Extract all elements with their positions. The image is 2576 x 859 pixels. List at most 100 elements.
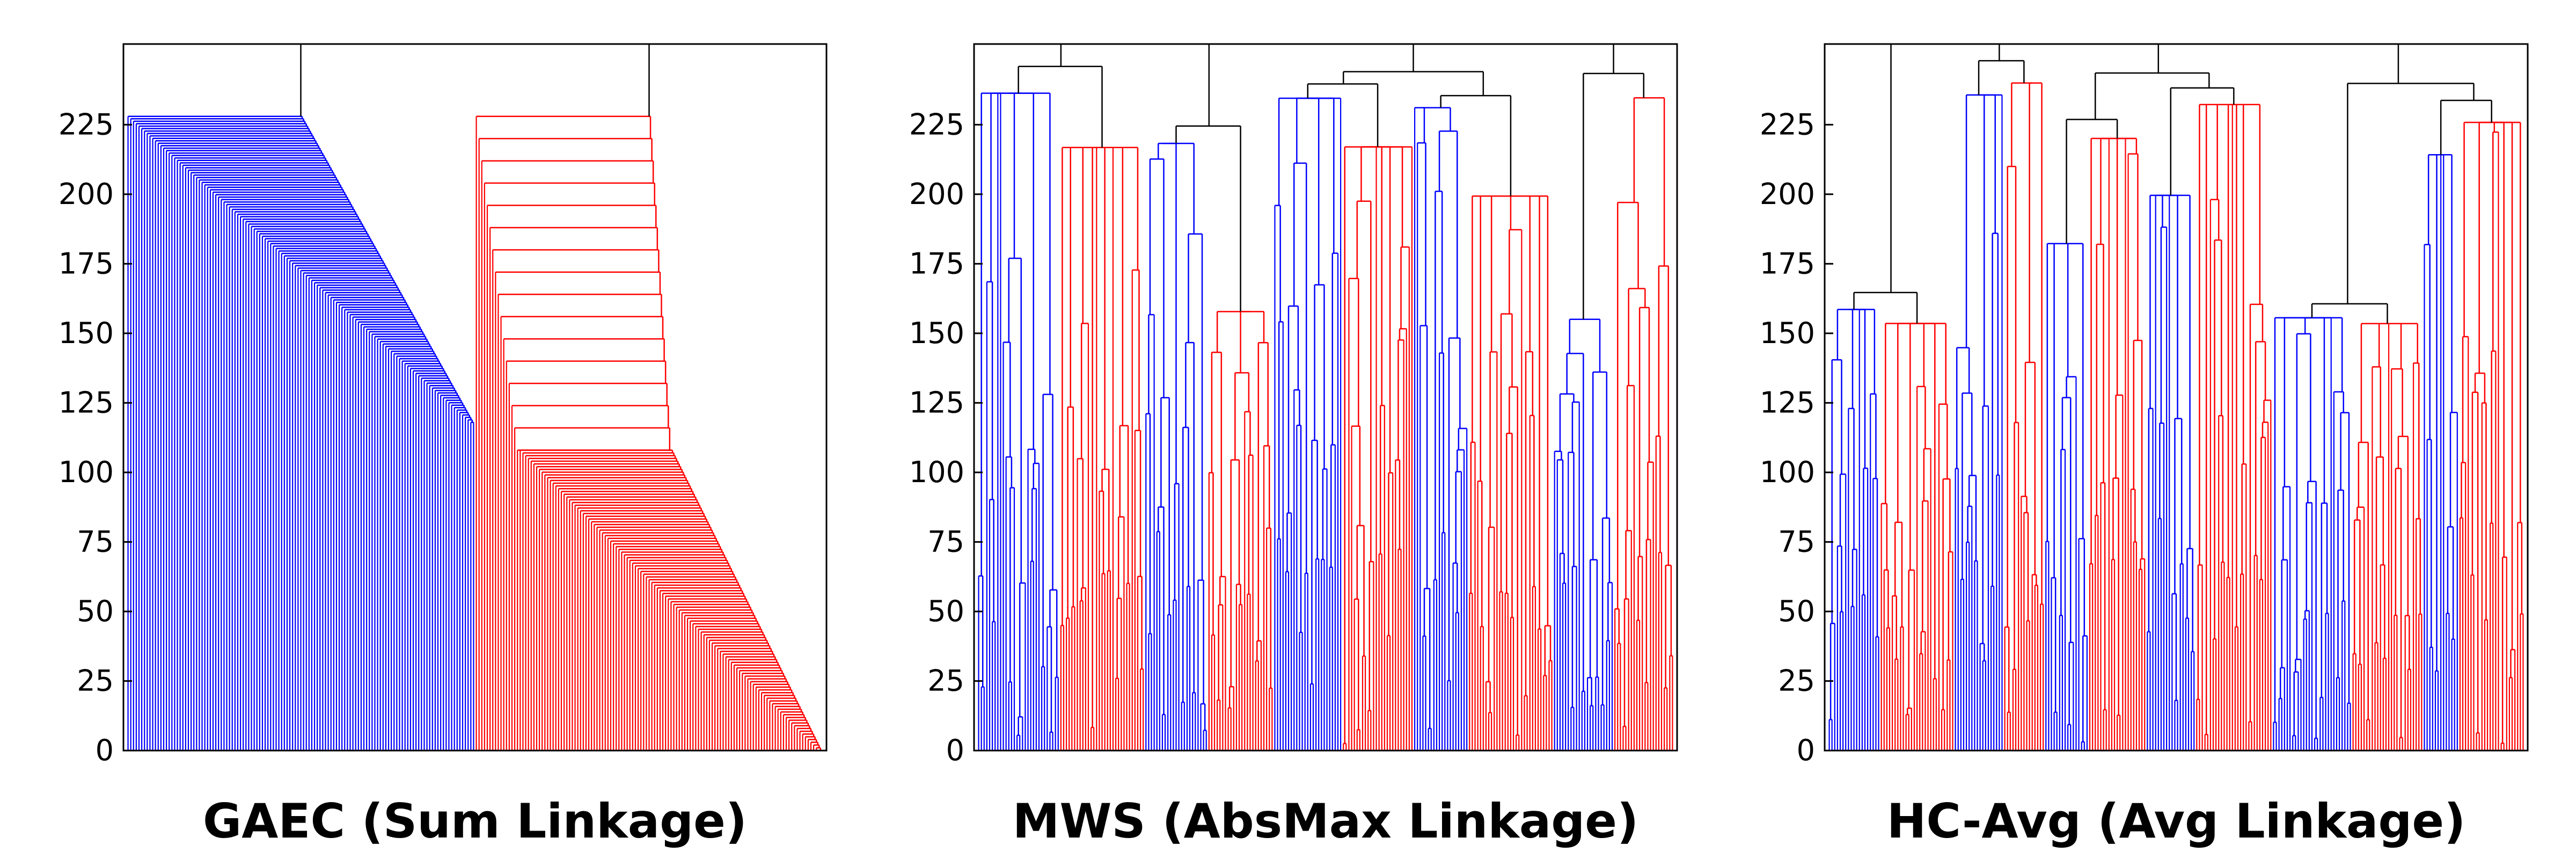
merge-link xyxy=(1278,321,1283,539)
merge-link xyxy=(429,384,454,388)
merge-link xyxy=(287,257,383,261)
merge-link xyxy=(2282,486,2290,560)
merge-link xyxy=(1967,505,1972,542)
merge-link xyxy=(314,282,397,286)
merge-link xyxy=(1379,405,1385,554)
merge-link xyxy=(572,501,699,506)
merge-link xyxy=(1984,94,1996,406)
merge-link xyxy=(364,326,421,330)
merge-link xyxy=(1626,384,1634,531)
merge-link xyxy=(564,493,696,497)
merge-link xyxy=(1529,414,1535,587)
merge-link xyxy=(427,382,452,386)
merge-link xyxy=(778,708,802,712)
merge-link xyxy=(353,316,415,320)
merge-link xyxy=(610,540,719,544)
merge-link xyxy=(1293,162,1307,573)
merge-link xyxy=(2024,512,2029,621)
merge-link xyxy=(545,474,686,478)
merge-link xyxy=(279,250,378,254)
merge-link xyxy=(1529,195,1540,629)
merge-link xyxy=(1894,521,1903,627)
merge-link xyxy=(468,419,473,423)
merge-link xyxy=(605,535,716,538)
merge-link xyxy=(2125,137,2138,154)
merge-link xyxy=(1645,538,1651,683)
merge-link xyxy=(1557,459,1564,554)
merge-link xyxy=(558,488,692,492)
merge-link xyxy=(1592,371,1608,560)
y-tick-label: 175 xyxy=(909,246,964,280)
merge-link xyxy=(1228,686,1234,708)
merge-link xyxy=(1908,323,1946,404)
merge-link xyxy=(649,579,738,583)
merge-link xyxy=(630,559,728,563)
merge-link xyxy=(2100,137,2109,245)
plot-area xyxy=(127,44,822,751)
merge-link xyxy=(2405,615,2410,669)
merge-link xyxy=(986,281,993,500)
merge-link xyxy=(1616,201,1639,609)
merge-link xyxy=(177,159,328,163)
merge-link xyxy=(1623,598,1629,726)
merge-link xyxy=(1962,392,1973,580)
merge-link xyxy=(772,703,800,707)
merge-link xyxy=(246,221,362,224)
merge-link xyxy=(2498,121,2513,650)
merge-link xyxy=(1006,456,1013,488)
merge-link xyxy=(147,133,313,136)
merge-link xyxy=(792,722,809,726)
merge-link xyxy=(172,155,325,158)
merge-link xyxy=(128,115,303,119)
merge-link xyxy=(764,695,795,698)
merge-link xyxy=(166,150,323,154)
merge-link xyxy=(216,194,347,198)
merge-link xyxy=(2333,391,2344,413)
merge-link xyxy=(1033,462,1039,489)
y-tick-label: 175 xyxy=(1760,246,1815,280)
merge-link xyxy=(336,301,407,305)
merge-link xyxy=(301,270,390,273)
y-tick-label: 75 xyxy=(927,525,964,558)
merge-link xyxy=(1395,459,1401,550)
merge-link xyxy=(1638,307,1650,557)
merge-link xyxy=(1457,449,1465,472)
merge-link xyxy=(715,645,771,649)
merge-link xyxy=(1423,107,1451,132)
merge-link xyxy=(394,353,436,356)
merge-link xyxy=(495,271,661,295)
merge-link xyxy=(1267,527,1272,688)
merge-link xyxy=(638,567,733,572)
merge-link xyxy=(1587,676,1592,706)
panel-mws: 0 25 50 75 100 125 150 175 200 225 MWS (AbsMax Lin… xyxy=(909,43,1678,849)
merge-link xyxy=(2051,577,2057,712)
merge-link xyxy=(728,659,778,663)
merge-link xyxy=(2281,559,2287,668)
merge-link xyxy=(718,647,772,652)
merge-link xyxy=(290,260,384,264)
merge-link xyxy=(2101,482,2106,710)
merge-link xyxy=(2391,368,2403,436)
merge-link xyxy=(627,557,727,560)
y-tick-label: 200 xyxy=(909,177,964,211)
merge-link xyxy=(734,664,780,668)
merge-link xyxy=(204,184,341,187)
merge-link xyxy=(1099,490,1104,574)
merge-link xyxy=(2128,153,2139,341)
y-tick-label: 175 xyxy=(58,246,114,280)
merge-link xyxy=(1848,309,1876,394)
merge-link xyxy=(2440,99,2492,155)
merge-link xyxy=(1863,467,1868,595)
merge-link xyxy=(402,360,440,364)
merge-link xyxy=(608,537,717,541)
merge-link xyxy=(298,267,388,271)
merge-link xyxy=(2279,667,2285,699)
merge-link xyxy=(2140,558,2145,570)
merge-link xyxy=(583,513,705,516)
merge-link xyxy=(641,571,734,574)
merge-link xyxy=(1047,626,1052,732)
merge-link xyxy=(2307,481,2317,739)
merge-link xyxy=(251,225,365,229)
merge-link xyxy=(2241,463,2246,574)
y-tick-label: 150 xyxy=(909,316,964,350)
